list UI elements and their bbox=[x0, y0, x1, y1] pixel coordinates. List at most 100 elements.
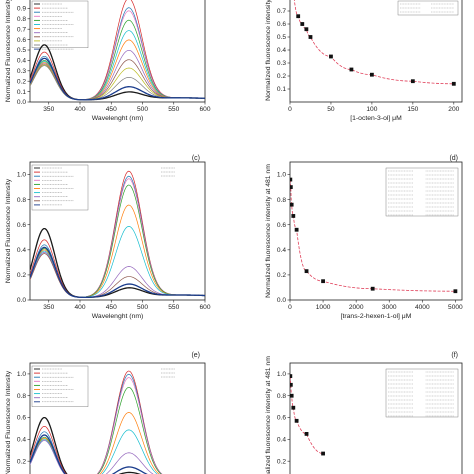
y-tick-label: 1.0 bbox=[277, 371, 286, 378]
x-tick-label: 200 bbox=[448, 106, 459, 113]
x-tick-label: 600 bbox=[199, 304, 210, 311]
data-point bbox=[290, 382, 293, 387]
panel-4: 0 1000 2000 3000 4000 5000 0.0 0.2 0.4 0.6 0.8 1.0 [… bbox=[265, 155, 463, 320]
y-tick-label: 0.7 bbox=[17, 26, 26, 33]
x-tick-label: 400 bbox=[74, 304, 85, 311]
y-tick-label: 0.6 bbox=[17, 222, 26, 229]
data-point bbox=[308, 35, 313, 39]
y-tick-label: 0.4 bbox=[17, 437, 26, 444]
y-axis-label: Normalized Fluorescence Intensity bbox=[5, 0, 12, 102]
y-tick-label: 0.2 bbox=[277, 73, 286, 80]
data-point bbox=[291, 214, 296, 218]
x-tick-label: 100 bbox=[366, 106, 377, 113]
fit-curve bbox=[290, 376, 324, 454]
x-tick-label: 600 bbox=[199, 106, 210, 113]
x-tick-label: 450 bbox=[106, 304, 117, 311]
y-tick-label: 0.6 bbox=[277, 21, 286, 28]
x-axis-label: [1-octen-3-ol] μM bbox=[350, 115, 402, 122]
x-axis-label: Wavelenght (nm) bbox=[92, 115, 144, 122]
y-tick-label: 0.0 bbox=[17, 99, 26, 106]
data-point bbox=[329, 54, 333, 59]
x-tick-label: 1000 bbox=[316, 304, 331, 311]
x-tick-label: 0 bbox=[288, 106, 292, 113]
spectrum-line bbox=[30, 57, 205, 101]
y-tick-label: 0.6 bbox=[277, 222, 286, 229]
panel-3: 350 400 450 500 550 600 0.0 0.2 0.4 0.6 0.8 1.0 Wave… bbox=[5, 155, 211, 320]
data-point bbox=[290, 202, 294, 207]
plot-frame bbox=[289, 362, 463, 474]
data-point bbox=[294, 418, 299, 423]
x-tick-label: 550 bbox=[168, 304, 179, 311]
fit-table bbox=[397, 0, 459, 16]
data-point bbox=[290, 177, 293, 182]
plot-area bbox=[290, 167, 459, 294]
plot-frame bbox=[289, 0, 463, 103]
x-tick-label: 350 bbox=[43, 304, 54, 311]
data-point bbox=[294, 227, 299, 232]
plot-frame bbox=[29, 362, 206, 474]
annotation-block bbox=[161, 368, 175, 378]
panel-2: 0 50 100 150 200 0.1 0.2 0.3 0.4 0.5 0.6 0.7 [1-octe… bbox=[265, 0, 463, 122]
spectrum-line bbox=[30, 246, 205, 298]
fit-table-box bbox=[397, 0, 459, 16]
legend bbox=[31, 164, 89, 211]
panel-label: (c) bbox=[192, 155, 200, 162]
panel-label: (e) bbox=[191, 352, 200, 359]
data-point bbox=[291, 405, 296, 410]
x-tick-label: 0 bbox=[288, 304, 292, 311]
y-tick-label: 0.2 bbox=[17, 272, 26, 279]
plot-frame bbox=[289, 161, 463, 301]
y-tick-label: 0.3 bbox=[277, 60, 286, 67]
y-tick-label: 0.4 bbox=[277, 437, 286, 444]
y-tick-label: 0.4 bbox=[17, 58, 26, 65]
y-tick-label: 0.0 bbox=[17, 297, 26, 304]
x-tick-label: 400 bbox=[74, 106, 85, 113]
x-tick-label: 350 bbox=[43, 106, 54, 113]
data-point bbox=[290, 393, 294, 398]
y-tick-label: 1.0 bbox=[17, 172, 26, 179]
spectrum-line bbox=[30, 412, 160, 474]
panel-1: 350 400 450 500 550 600 0.0 0.1 0.2 0.3 0.4 0.5 0.6 0… bbox=[5, 0, 211, 122]
data-point bbox=[321, 279, 325, 284]
data-point bbox=[451, 81, 456, 86]
y-tick-label: 0.2 bbox=[277, 272, 286, 279]
data-point bbox=[453, 289, 458, 294]
data-point bbox=[370, 286, 375, 291]
plot-area bbox=[30, 164, 205, 298]
data-point bbox=[300, 22, 305, 26]
plot-area bbox=[290, 368, 459, 456]
y-axis-label: Normalized Fluorescence Intensity bbox=[5, 178, 12, 283]
y-tick-label: 0.6 bbox=[17, 37, 26, 44]
y-tick-label: 0.6 bbox=[17, 415, 26, 422]
y-tick-label: 0.5 bbox=[17, 47, 26, 54]
panel-label: (f) bbox=[451, 352, 458, 359]
plot-area bbox=[293, 0, 459, 86]
y-tick-label: 0.8 bbox=[17, 16, 26, 23]
panel-6: 0.2 0.4 0.6 0.8 1.0 Normalized fluorescence i… bbox=[265, 352, 463, 474]
fit-table-box bbox=[385, 167, 459, 217]
spectrum-line bbox=[30, 416, 142, 474]
data-point bbox=[290, 185, 293, 189]
data-point bbox=[296, 14, 301, 19]
plot-area bbox=[30, 0, 205, 101]
y-tick-label: 1.0 bbox=[277, 172, 286, 179]
spectrum-line bbox=[30, 370, 163, 474]
data-point bbox=[304, 432, 309, 436]
y-tick-label: 0.4 bbox=[277, 247, 286, 254]
y-tick-label: 0.2 bbox=[17, 78, 26, 85]
spectrum-line bbox=[30, 434, 148, 474]
data-point bbox=[410, 79, 415, 84]
x-tick-label: 50 bbox=[327, 106, 335, 113]
fit-table bbox=[385, 167, 459, 217]
y-tick-label: 0.4 bbox=[277, 47, 286, 54]
y-tick-label: 0.8 bbox=[17, 197, 26, 204]
data-point bbox=[370, 72, 374, 77]
x-tick-label: 550 bbox=[168, 106, 179, 113]
data-point bbox=[304, 269, 309, 274]
data-point bbox=[290, 374, 293, 378]
y-tick-label: 0.1 bbox=[277, 86, 286, 93]
fit-curve bbox=[290, 179, 456, 292]
x-tick-label: 2000 bbox=[349, 304, 364, 311]
y-tick-label: 0.1 bbox=[17, 89, 26, 96]
x-tick-label: 500 bbox=[137, 304, 148, 311]
